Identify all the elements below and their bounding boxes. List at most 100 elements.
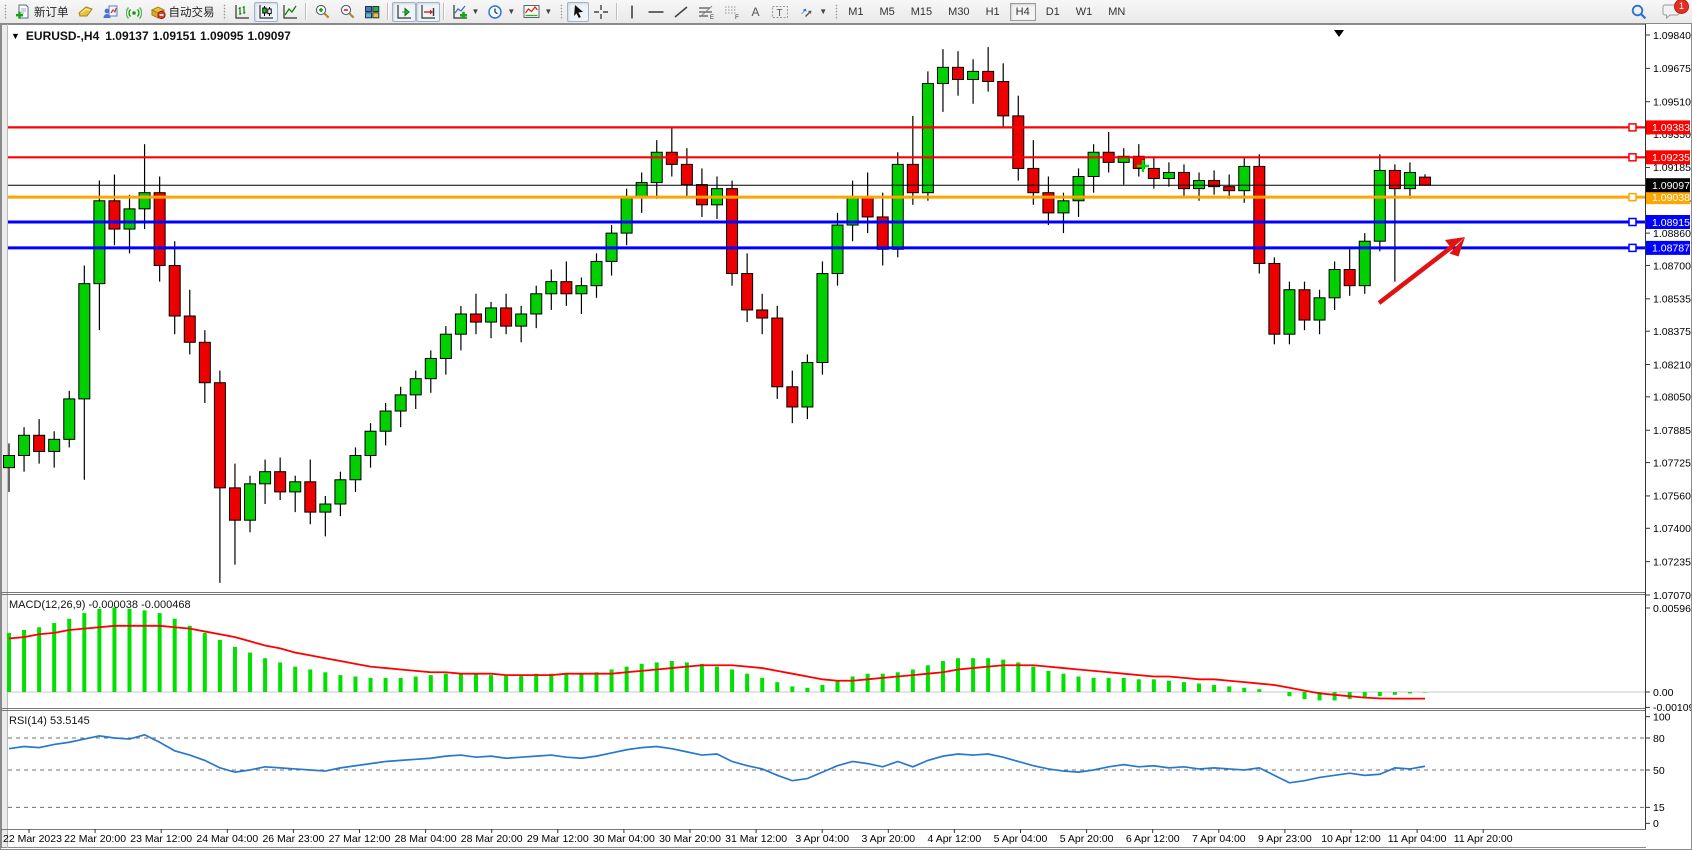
svg-text:7 Apr 04:00: 7 Apr 04:00 bbox=[1192, 833, 1246, 845]
auto-scroll-button[interactable] bbox=[391, 1, 416, 22]
toolbar-grip[interactable] bbox=[834, 3, 840, 20]
tab-timeframe-M5[interactable]: M5 bbox=[873, 3, 900, 21]
chart-menu-triangle-icon[interactable] bbox=[1334, 30, 1344, 37]
time-axis[interactable]: 22 Mar 2023 22 Mar 20:00 23 Mar 12:00 24 Ma… bbox=[3, 829, 1513, 845]
symbol-label: EURUSD-,H4 bbox=[25, 29, 100, 43]
level-handle-1.09383[interactable] bbox=[1628, 123, 1637, 132]
svg-text:100: 100 bbox=[1653, 711, 1671, 723]
periods-button[interactable]: ▼ bbox=[483, 2, 519, 22]
arrows-button[interactable]: ▼ bbox=[793, 2, 831, 22]
new-order-icon bbox=[16, 4, 29, 19]
fibonacci-icon: E bbox=[699, 5, 714, 20]
level-handle-1.08787[interactable] bbox=[1628, 243, 1637, 253]
market-watch-button[interactable] bbox=[73, 2, 98, 22]
svg-text:31 Mar 12:00: 31 Mar 12:00 bbox=[725, 833, 787, 845]
arrows-dropdown-caret[interactable]: ▼ bbox=[819, 7, 828, 16]
svg-text:28 Mar 04:00: 28 Mar 04:00 bbox=[395, 833, 457, 845]
svg-text:28 Mar 20:00: 28 Mar 20:00 bbox=[461, 833, 523, 845]
tab-timeframe-M30[interactable]: M30 bbox=[942, 3, 975, 21]
tab-timeframe-W1[interactable]: W1 bbox=[1070, 3, 1099, 21]
new-order-button[interactable]: 新订单 bbox=[11, 2, 73, 22]
line-chart-button[interactable] bbox=[278, 2, 302, 22]
arrows-icon bbox=[801, 8, 812, 17]
templates-icon bbox=[523, 5, 540, 18]
fibonacci-button[interactable]: E bbox=[693, 2, 719, 22]
plus-marker[interactable] bbox=[1137, 160, 1149, 172]
svg-text:50: 50 bbox=[1653, 765, 1665, 777]
svg-text:1.08915: 1.08915 bbox=[1652, 217, 1690, 229]
svg-text:1.09185: 1.09185 bbox=[1653, 162, 1691, 174]
symbol-dropdown-icon[interactable]: ▼ bbox=[11, 31, 20, 41]
svg-text:1.09097: 1.09097 bbox=[1652, 180, 1690, 192]
level-handle-1.08915[interactable] bbox=[1628, 217, 1637, 227]
svg-text:1.07400: 1.07400 bbox=[1653, 523, 1691, 535]
zoom-out-button[interactable] bbox=[335, 2, 360, 22]
crosshair-button[interactable] bbox=[589, 2, 613, 22]
grid-f-button[interactable]: F bbox=[719, 2, 745, 22]
toolbar-separator bbox=[442, 3, 445, 20]
tab-timeframe-H1[interactable]: H1 bbox=[980, 3, 1006, 21]
annotations-layer[interactable] bbox=[1137, 30, 1465, 305]
tile-windows-icon bbox=[364, 5, 379, 18]
zoom-in-button[interactable] bbox=[310, 2, 335, 22]
price-label-1.09097 bbox=[1646, 178, 1690, 193]
text-button[interactable]: A bbox=[745, 2, 767, 22]
svg-text:1.09038: 1.09038 bbox=[1652, 192, 1690, 204]
svg-text:E: E bbox=[710, 15, 714, 20]
svg-text:6 Apr 12:00: 6 Apr 12:00 bbox=[1126, 833, 1180, 845]
label-button[interactable]: T bbox=[767, 2, 793, 22]
level-handle-1.09235[interactable] bbox=[1628, 153, 1637, 162]
vertical-line-button[interactable] bbox=[621, 2, 643, 22]
autotrade-label: 自动交易 bbox=[168, 6, 215, 19]
svg-text:4 Apr 12:00: 4 Apr 12:00 bbox=[928, 833, 982, 845]
svg-text:80: 80 bbox=[1653, 733, 1665, 745]
search-button[interactable] bbox=[1626, 2, 1652, 22]
line-chart-icon bbox=[282, 4, 297, 19]
svg-text:1.09510: 1.09510 bbox=[1653, 97, 1691, 109]
indicators-button[interactable]: ▼ bbox=[448, 2, 484, 22]
level-handle-1.09038[interactable] bbox=[1628, 192, 1637, 202]
chart-shift-button[interactable] bbox=[415, 1, 440, 22]
periods-dropdown-caret[interactable]: ▼ bbox=[507, 7, 516, 16]
toolbar-grip[interactable] bbox=[3, 3, 8, 20]
autotrade-button[interactable]: 自动交易 bbox=[146, 2, 219, 22]
svg-text:1.08050: 1.08050 bbox=[1653, 392, 1691, 404]
tab-timeframe-M1[interactable]: M1 bbox=[842, 3, 869, 21]
templates-button[interactable]: ▼ bbox=[519, 2, 556, 22]
price-axis[interactable]: 1.098401.096751.095101.093501.091851.090… bbox=[1645, 24, 1691, 848]
cursor-button[interactable] bbox=[567, 1, 590, 22]
annotation-arrow[interactable] bbox=[1377, 244, 1455, 305]
svg-text:1.09675: 1.09675 bbox=[1653, 63, 1691, 75]
price-label-1.09038 bbox=[1646, 190, 1690, 205]
svg-text:23 Mar 12:00: 23 Mar 12:00 bbox=[130, 833, 192, 845]
level-lines-layer[interactable] bbox=[8, 123, 1645, 253]
chart-canvas[interactable]: 1.098401.096751.095101.093501.091851.090… bbox=[1, 24, 1691, 848]
svg-text:1.08375: 1.08375 bbox=[1653, 326, 1691, 338]
svg-text:1.09383: 1.09383 bbox=[1652, 122, 1690, 134]
tab-timeframe-D1[interactable]: D1 bbox=[1040, 3, 1066, 21]
templates-dropdown-caret[interactable]: ▼ bbox=[544, 7, 553, 16]
svg-text:3 Apr 04:00: 3 Apr 04:00 bbox=[795, 833, 849, 845]
svg-text:0.005965: 0.005965 bbox=[1653, 603, 1691, 615]
tile-windows-button[interactable] bbox=[360, 2, 384, 22]
horizontal-line-button[interactable] bbox=[643, 2, 669, 22]
signal-button[interactable] bbox=[122, 2, 146, 22]
toolbar-separator bbox=[616, 3, 619, 20]
toolbar-grip[interactable] bbox=[559, 3, 565, 20]
toolbar-grip[interactable] bbox=[221, 3, 227, 20]
candlestick-icon bbox=[258, 4, 273, 19]
svg-text:11 Apr 20:00: 11 Apr 20:00 bbox=[1454, 833, 1513, 845]
profile-button[interactable] bbox=[98, 2, 122, 22]
indicators-dropdown-caret[interactable]: ▼ bbox=[471, 7, 480, 16]
chat-button[interactable]: 1 bbox=[1658, 0, 1689, 22]
tab-timeframe-H4[interactable]: H4 bbox=[1009, 2, 1036, 21]
trendline-button[interactable] bbox=[669, 2, 693, 22]
price-label-1.09235 bbox=[1646, 150, 1690, 165]
tab-timeframe-MN[interactable]: MN bbox=[1102, 3, 1131, 21]
vertical-line-icon bbox=[631, 5, 634, 18]
candlestick-button[interactable] bbox=[253, 1, 278, 22]
bar-chart-button[interactable] bbox=[230, 2, 254, 22]
tab-timeframe-M15[interactable]: M15 bbox=[905, 3, 938, 21]
svg-text:1.07725: 1.07725 bbox=[1653, 457, 1691, 469]
text-icon: A bbox=[752, 5, 760, 19]
